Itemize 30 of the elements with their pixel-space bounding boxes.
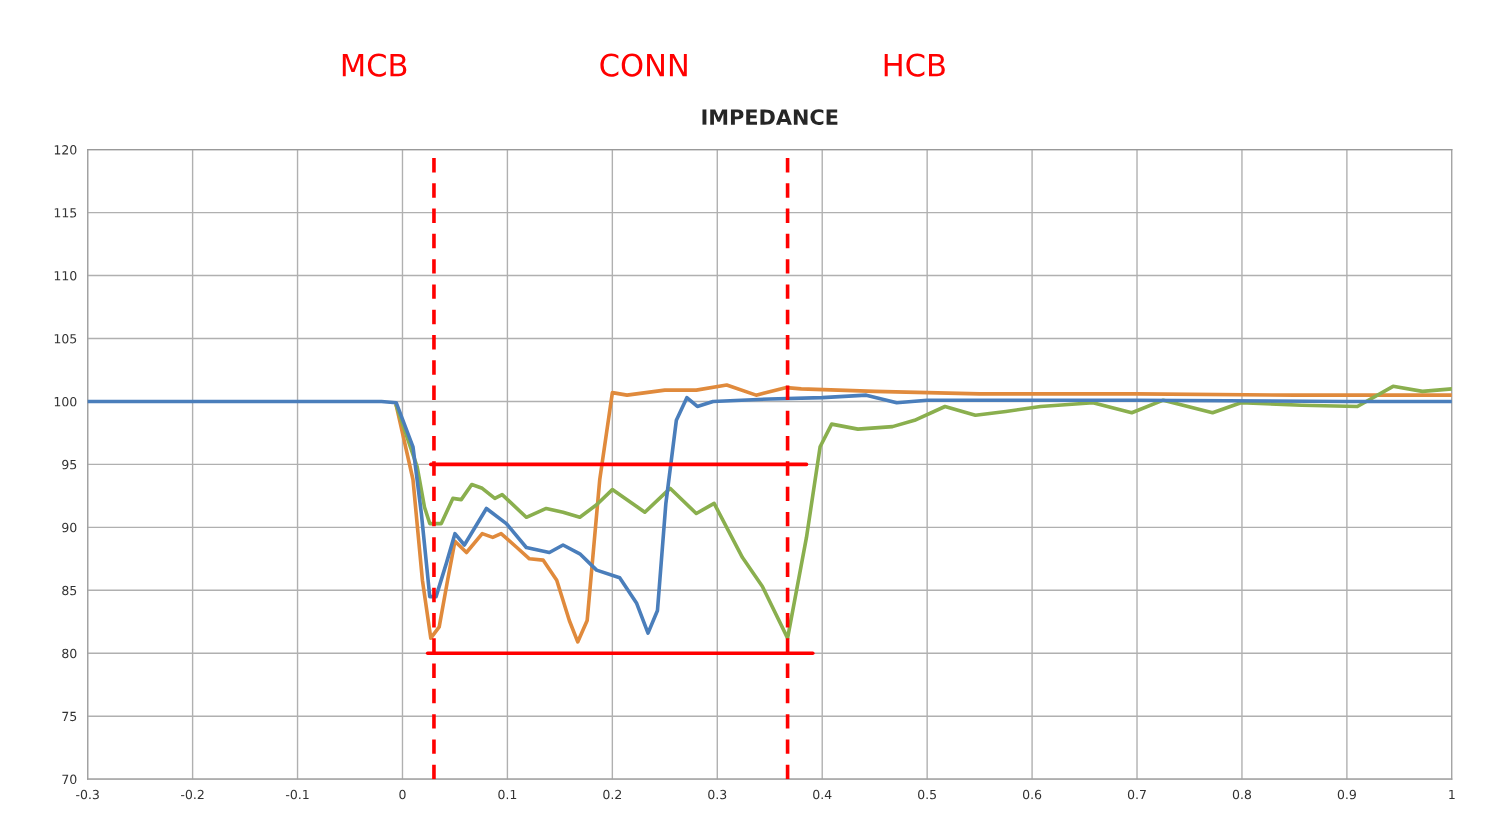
line-series <box>87 393 1452 635</box>
x-tick-label: 0.1 <box>498 789 517 800</box>
y-tick-label: 85 <box>62 585 77 596</box>
x-tick-label: 0.6 <box>1022 789 1042 800</box>
y-tick-label: 80 <box>62 648 77 659</box>
y-tick-label: 115 <box>54 208 77 218</box>
x-tick-label: 0.7 <box>1127 789 1146 800</box>
x-tick-label: -0.2 <box>181 789 204 800</box>
x-tick-label: 0.5 <box>918 789 936 800</box>
chart-title: IMPEDANCE <box>702 109 838 125</box>
text: MCB <box>342 53 407 77</box>
y-tick-label: 105 <box>54 333 77 344</box>
y-tick-label: 70 <box>62 774 77 785</box>
y-tick-label: 110 <box>54 271 77 281</box>
y-tick-label: 95 <box>62 459 77 470</box>
y-tick-label: 75 <box>62 711 77 722</box>
x-tick-label: -0.1 <box>285 789 309 800</box>
x-tick-label: 0.9 <box>1337 789 1356 800</box>
x-tick-label: 0.3 <box>708 789 727 800</box>
x-tick-label: 0 <box>399 789 406 800</box>
y-tick-label: 90 <box>62 522 77 533</box>
y-tick-label: 120 <box>54 145 77 155</box>
y-tick-label: 100 <box>54 396 77 407</box>
x-tick-label: 0.4 <box>813 789 832 800</box>
x-tick-label: 1 <box>1449 789 1455 800</box>
text: CONN <box>600 53 687 77</box>
x-tick-label: 0.2 <box>603 789 622 800</box>
x-tick-label: 0.8 <box>1232 789 1252 800</box>
text: HCB <box>884 53 945 77</box>
x-tick-label: -0.3 <box>76 789 99 800</box>
